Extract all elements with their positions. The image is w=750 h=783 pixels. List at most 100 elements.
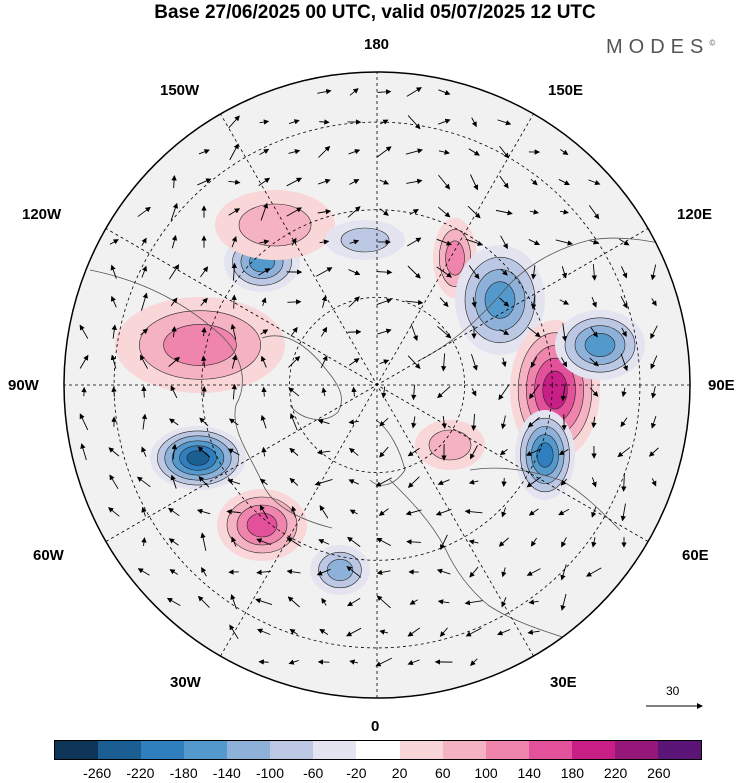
colorbar-tick-label: 60: [435, 765, 451, 781]
wind-vector: [226, 509, 241, 515]
wind-vector: [530, 178, 538, 186]
wind-vector: [318, 539, 330, 545]
anomaly-field: [115, 190, 645, 595]
wind-vector: [437, 206, 451, 218]
wind-vector: [377, 89, 392, 95]
wind-vector: [110, 354, 117, 369]
wind-vector: [501, 567, 507, 578]
wind-vector: [168, 418, 179, 426]
wind-vector: [406, 539, 421, 545]
positive-anomaly-contour: [542, 370, 568, 410]
wind-vector: [349, 659, 359, 665]
wind-vector: [407, 355, 421, 369]
wind-vector: [591, 506, 597, 518]
wind-vector: [259, 239, 270, 245]
wind-vector: [291, 505, 297, 518]
wind-vectors: [79, 87, 659, 667]
wind-vector: [288, 659, 299, 665]
wind-vector: [468, 148, 480, 156]
wind-vector: [316, 267, 333, 277]
wind-vector: [349, 179, 360, 185]
wind-vector: [349, 509, 358, 515]
siberia-coast: [419, 237, 690, 361]
wind-vector: [591, 477, 597, 488]
wind-vector: [588, 205, 600, 220]
wind-vector: [259, 504, 269, 519]
wind-vector: [229, 143, 239, 161]
wind-vector: [500, 235, 508, 250]
negative-anomaly-contour: [340, 227, 390, 253]
wind-vector: [201, 566, 207, 577]
wind-vector: [407, 476, 420, 488]
wind-vector: [651, 386, 657, 399]
wind-vector: [650, 355, 658, 370]
wind-vector: [289, 628, 298, 635]
wind-vector: [348, 296, 360, 308]
colorbar-tick-label: -260: [83, 765, 112, 781]
wind-vector: [256, 569, 271, 575]
wind-vector: [650, 416, 657, 429]
wind-vector: [529, 385, 539, 400]
wind-vector: [197, 595, 210, 608]
wind-vector: [351, 386, 357, 397]
wind-vector: [141, 237, 147, 246]
wind-vector: [376, 146, 392, 158]
wind-vector: [405, 509, 422, 516]
colorbar-segment: [528, 741, 572, 759]
brand-name: MODES: [606, 36, 710, 58]
wind-vector: [471, 117, 477, 128]
wind-vector: [347, 206, 361, 218]
wind-vector: [111, 324, 117, 339]
wind-vector: [471, 388, 477, 397]
wind-vector: [407, 265, 421, 279]
wind-vector: [231, 294, 237, 309]
colorbar-tick-label: -220: [126, 765, 155, 781]
wind-vector: [501, 597, 507, 608]
wind-vector: [530, 356, 538, 368]
wind-vector: [231, 383, 237, 400]
wind-vector: [560, 383, 567, 402]
colorbar-segment: [356, 741, 400, 759]
wind-vector: [318, 145, 331, 158]
wind-vector: [349, 239, 360, 245]
wind-vector: [320, 355, 328, 369]
wind-vector: [407, 237, 422, 247]
wind-vector: [166, 597, 181, 607]
wind-vector: [169, 569, 179, 575]
wind-vector: [314, 478, 333, 486]
wind-vector: [526, 476, 542, 488]
wind-vector: [501, 477, 507, 487]
wind-vector: [471, 353, 478, 371]
wind-vector: [465, 627, 482, 637]
lon-label-150w: 150W: [160, 82, 200, 99]
wind-vector: [317, 419, 330, 425]
wind-vector: [286, 207, 303, 217]
wind-vector: [260, 202, 269, 221]
wind-vector: [470, 658, 478, 666]
colorbar-tick-label: 180: [560, 765, 585, 781]
wind-vector: [258, 268, 271, 276]
wind-vector: [287, 299, 302, 305]
negative-anomaly-contour: [584, 333, 616, 357]
wind-vector: [376, 569, 391, 576]
wind-vector: [347, 597, 361, 607]
wind-vector: [348, 269, 361, 276]
wind-vector: [441, 415, 447, 429]
wind-vector: [501, 507, 507, 518]
wind-vector: [470, 445, 478, 460]
colorbar-tick-label: 260: [647, 765, 671, 781]
wind-vector: [170, 385, 178, 399]
wind-vector: [498, 384, 510, 401]
wind-vector: [591, 296, 597, 308]
wind-vector: [201, 326, 207, 337]
wind-vector: [79, 354, 89, 369]
colorbar-tick-label: -20: [346, 765, 367, 781]
wind-vector: [471, 413, 477, 431]
wind-vector: [438, 149, 450, 155]
colorbar-segment: [313, 741, 357, 759]
wind-vector: [650, 264, 657, 281]
wind-vector: [498, 537, 509, 547]
wind-vector: [197, 178, 212, 186]
wind-vector: [528, 599, 539, 605]
wind-vector: [168, 507, 180, 517]
